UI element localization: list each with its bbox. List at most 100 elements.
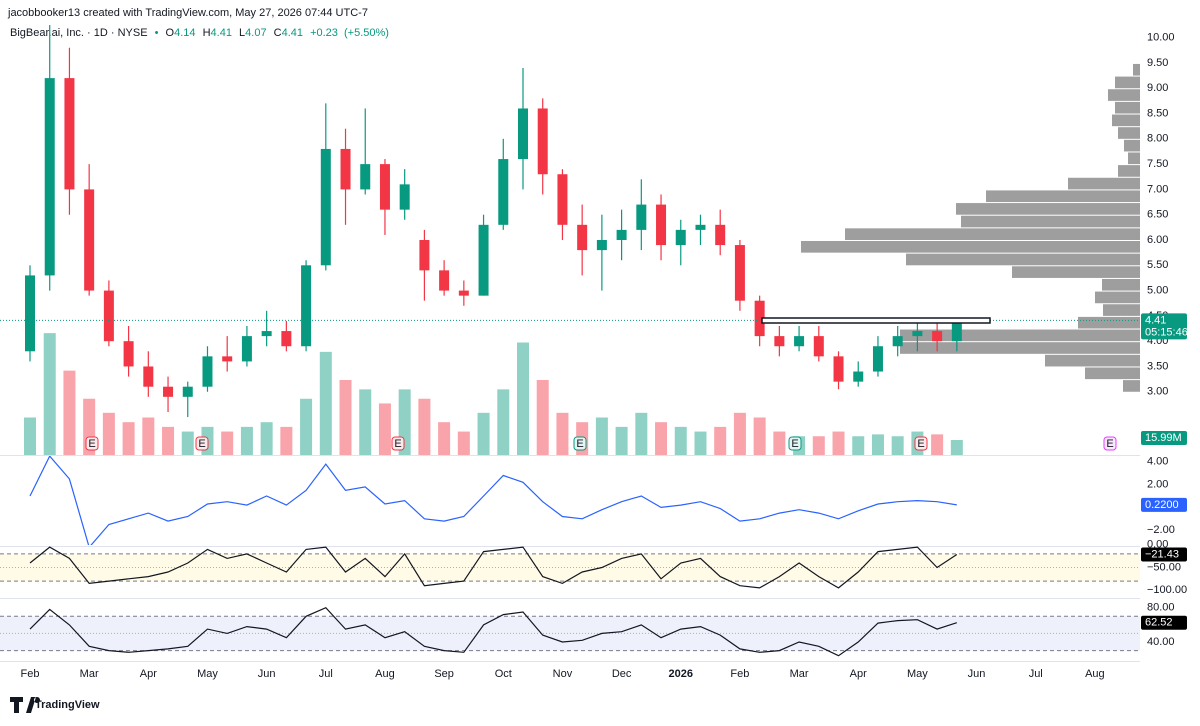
earnings-label: E (791, 438, 798, 450)
profile-bar (1103, 304, 1140, 316)
candle-body (518, 108, 528, 160)
candle-body (715, 224, 726, 246)
indicator-pane (0, 606, 1140, 657)
candle-body (241, 336, 252, 362)
x-tick-label: Apr (850, 668, 867, 680)
indicator-line (29, 456, 957, 545)
volume-bar (221, 431, 234, 455)
candle-body (734, 245, 745, 301)
earnings-label: E (576, 438, 583, 450)
profile-bar (801, 241, 1140, 253)
x-tick-label: Aug (375, 668, 395, 680)
candle-body (774, 336, 785, 347)
y-tick-label: 5.00 (1147, 284, 1168, 296)
indicator-last-label: 62.52 (1145, 617, 1173, 629)
x-tick-label: 2026 (669, 668, 693, 680)
y-tick-label: 5.50 (1147, 259, 1168, 271)
candle-body (103, 290, 114, 342)
indicator-last-label: −21.43 (1145, 548, 1179, 560)
legend-label: H (203, 27, 211, 39)
indicator-last-label-box (1141, 547, 1187, 562)
x-tick-label: Oct (495, 668, 512, 680)
y-tick-label: 7.00 (1147, 183, 1168, 195)
candle-body (399, 184, 410, 210)
volume-bar (280, 426, 293, 455)
candle-body (44, 78, 55, 276)
earnings-label: E (198, 438, 205, 450)
candle-body (794, 336, 805, 347)
candle-body (695, 224, 706, 230)
candle-body (379, 164, 390, 210)
earnings-marker: E (914, 436, 928, 451)
x-tick-label: Aug (1085, 668, 1105, 680)
volume-bar (714, 426, 727, 455)
volume-bar (536, 380, 549, 455)
indicator-last-label-box (1141, 497, 1187, 512)
y-tick-label: 9.00 (1147, 82, 1168, 94)
x-tick-label: May (197, 668, 218, 680)
earnings-marker: E (788, 436, 802, 451)
change: +0.23 (310, 27, 338, 39)
symbol: BigBear.ai, Inc. · 1D · NYSE (10, 27, 148, 39)
volume-bar (260, 422, 273, 455)
volume-last-label: 15.99M (1145, 432, 1182, 444)
y-tick-label: 8.00 (1147, 133, 1168, 145)
volume-bar (871, 434, 884, 455)
legend-value: 4.41 (211, 27, 232, 39)
candle-body (892, 336, 903, 347)
candle-body (656, 204, 667, 246)
profile-bar (1128, 152, 1140, 165)
candle-body (261, 331, 272, 337)
volume-bar (694, 431, 707, 455)
profile-bar (1115, 101, 1140, 114)
y-tick-label: −50.00 (1147, 561, 1181, 573)
price-pane (24, 25, 1140, 455)
volume-bar (950, 440, 963, 455)
drawn-rectangle (761, 317, 991, 324)
y-tick-label: 3.50 (1147, 360, 1168, 372)
candle-body (833, 356, 844, 382)
volume-last-label-box (1141, 431, 1187, 446)
candle-body (281, 331, 292, 347)
earnings-label: E (394, 438, 401, 450)
profile-bar (900, 342, 1140, 354)
y-tick-label: −100.00 (1147, 584, 1187, 596)
profile-bar (906, 253, 1140, 266)
brand: TradingView (35, 699, 100, 711)
legend: BigBear.ai, Inc. · 1D · NYSE • O4.14 H4.… (10, 27, 389, 39)
volume-bar (477, 412, 490, 455)
volume-bar (300, 398, 313, 455)
candle-body (182, 386, 193, 397)
candle-body (932, 331, 943, 342)
y-tick-label: 10.00 (1147, 32, 1175, 44)
candle-body (557, 174, 568, 225)
volume-bar (418, 398, 431, 455)
y-tick-label: 4.00 (1147, 456, 1168, 468)
candle-body (951, 320, 962, 342)
header: jacobbooker13 created with TradingView.c… (7, 7, 368, 19)
candle-body (596, 240, 607, 251)
volume-bar (378, 403, 391, 455)
candle-body (458, 290, 469, 296)
profile-bar (1123, 380, 1140, 392)
earnings-marker: E (391, 436, 405, 451)
y-tick-label: 3.00 (1147, 386, 1168, 398)
x-tick-label: Jul (319, 668, 333, 680)
x-tick-label: Dec (612, 668, 632, 680)
countdown: 05:15:46 (1145, 326, 1188, 338)
profile-bar (1115, 76, 1140, 89)
candle-body (301, 265, 312, 347)
candle-body (360, 164, 371, 190)
candle-body (872, 346, 883, 372)
candle-body (853, 371, 864, 382)
x-tick-label: Mar (790, 668, 809, 680)
indicator-pane (0, 546, 1140, 589)
earnings-marker: E (85, 436, 99, 451)
candle-body (577, 224, 588, 251)
volume-bar (438, 422, 451, 455)
profile-bar (956, 203, 1140, 215)
profile-bar (1102, 278, 1140, 291)
y-tick-label: 9.50 (1147, 57, 1168, 69)
candle-body (616, 229, 627, 240)
